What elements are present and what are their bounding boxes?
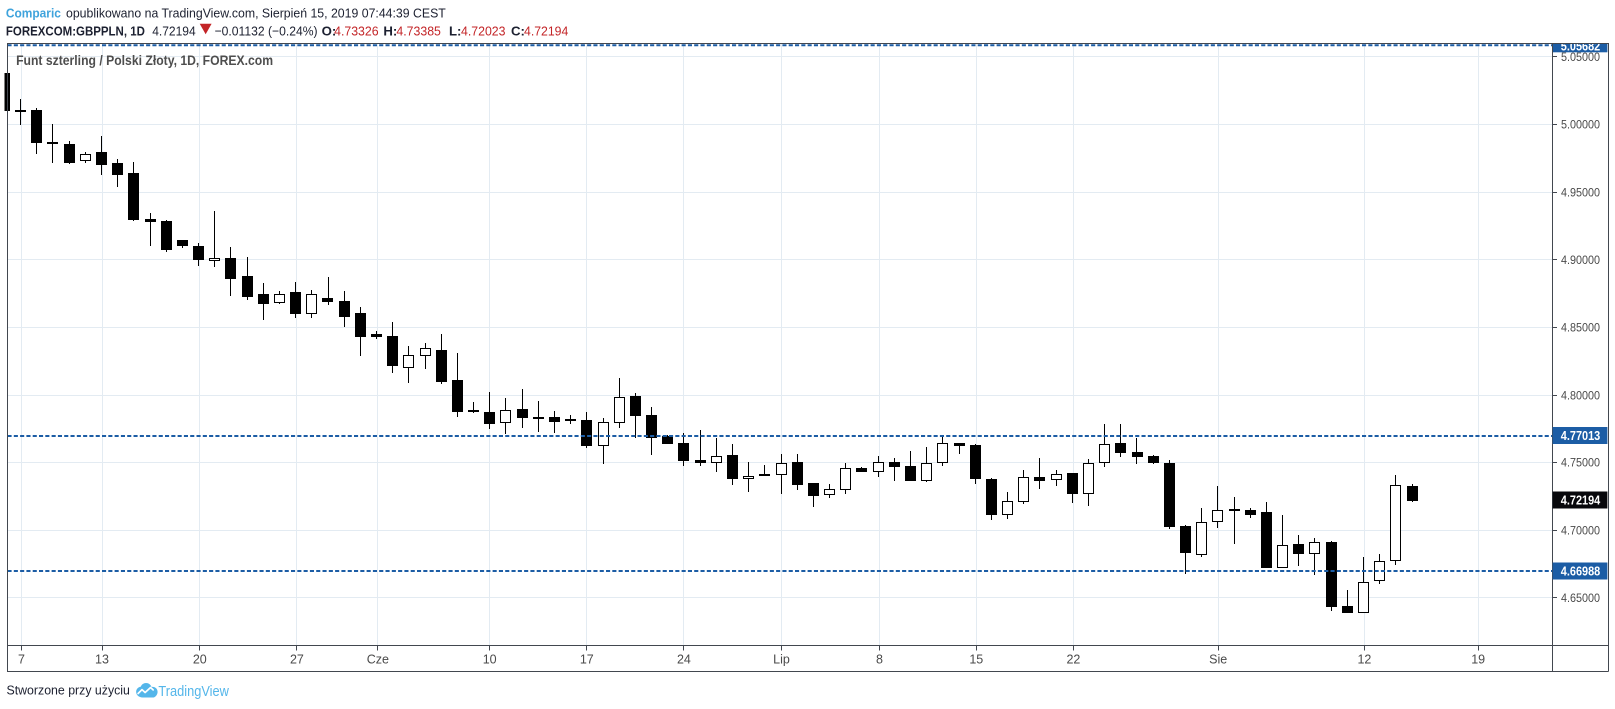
svg-text:4.66988: 4.66988 xyxy=(1561,564,1601,578)
svg-text:20: 20 xyxy=(193,653,207,667)
svg-text:4.95000: 4.95000 xyxy=(1561,185,1600,199)
svg-text:FOREXCOM:GBPPLN, 1D: FOREXCOM:GBPPLN, 1D xyxy=(6,23,145,38)
svg-text:24: 24 xyxy=(677,653,691,667)
svg-text:15: 15 xyxy=(969,653,983,667)
svg-text:4.72194: 4.72194 xyxy=(524,23,568,38)
svg-text:19: 19 xyxy=(1471,653,1485,667)
svg-text:17: 17 xyxy=(580,653,594,667)
svg-text:4.72194: 4.72194 xyxy=(152,23,196,38)
svg-text:27: 27 xyxy=(290,653,304,667)
svg-text:4.73326: 4.73326 xyxy=(334,23,379,38)
svg-text:opublikowano na TradingView.co: opublikowano na TradingView.com, Sierpie… xyxy=(66,5,446,20)
svg-text:−0.01132 (−0.24%): −0.01132 (−0.24%) xyxy=(215,23,318,38)
svg-text:Sie: Sie xyxy=(1209,653,1227,667)
svg-text:4.72194: 4.72194 xyxy=(1561,493,1601,507)
svg-text:4.72023: 4.72023 xyxy=(461,23,506,38)
svg-text:Comparic: Comparic xyxy=(6,5,61,20)
svg-text:4.70000: 4.70000 xyxy=(1561,523,1600,537)
svg-text:4.80000: 4.80000 xyxy=(1561,388,1600,402)
svg-text:22: 22 xyxy=(1066,653,1080,667)
svg-text:4.75000: 4.75000 xyxy=(1561,456,1600,470)
svg-text:13: 13 xyxy=(95,653,109,667)
svg-text:4.90000: 4.90000 xyxy=(1561,253,1600,267)
svg-text:C:: C: xyxy=(511,23,525,38)
svg-text:TradingView: TradingView xyxy=(158,683,229,700)
svg-text:5.05682: 5.05682 xyxy=(1561,40,1601,54)
svg-text:Cze: Cze xyxy=(367,653,389,667)
svg-text:10: 10 xyxy=(483,653,497,667)
svg-text:5.00000: 5.00000 xyxy=(1561,118,1600,132)
svg-text:4.73385: 4.73385 xyxy=(396,23,441,38)
svg-text:Stworzone przy użyciu: Stworzone przy użyciu xyxy=(7,683,130,698)
svg-text:12: 12 xyxy=(1357,653,1371,667)
svg-text:4.65000: 4.65000 xyxy=(1561,591,1600,605)
svg-text:O:: O: xyxy=(322,23,337,38)
svg-text:4.85000: 4.85000 xyxy=(1561,321,1600,335)
svg-text:7: 7 xyxy=(18,653,25,667)
svg-text:H:: H: xyxy=(383,23,397,38)
svg-text:8: 8 xyxy=(876,653,883,667)
svg-text:Lip: Lip xyxy=(773,653,790,667)
svg-text:Funt szterling / Polski Złoty,: Funt szterling / Polski Złoty, 1D, FOREX… xyxy=(16,53,273,68)
svg-text:4.77013: 4.77013 xyxy=(1561,429,1601,443)
svg-text:5.05000: 5.05000 xyxy=(1561,50,1600,64)
svg-text:L:: L: xyxy=(449,23,461,38)
